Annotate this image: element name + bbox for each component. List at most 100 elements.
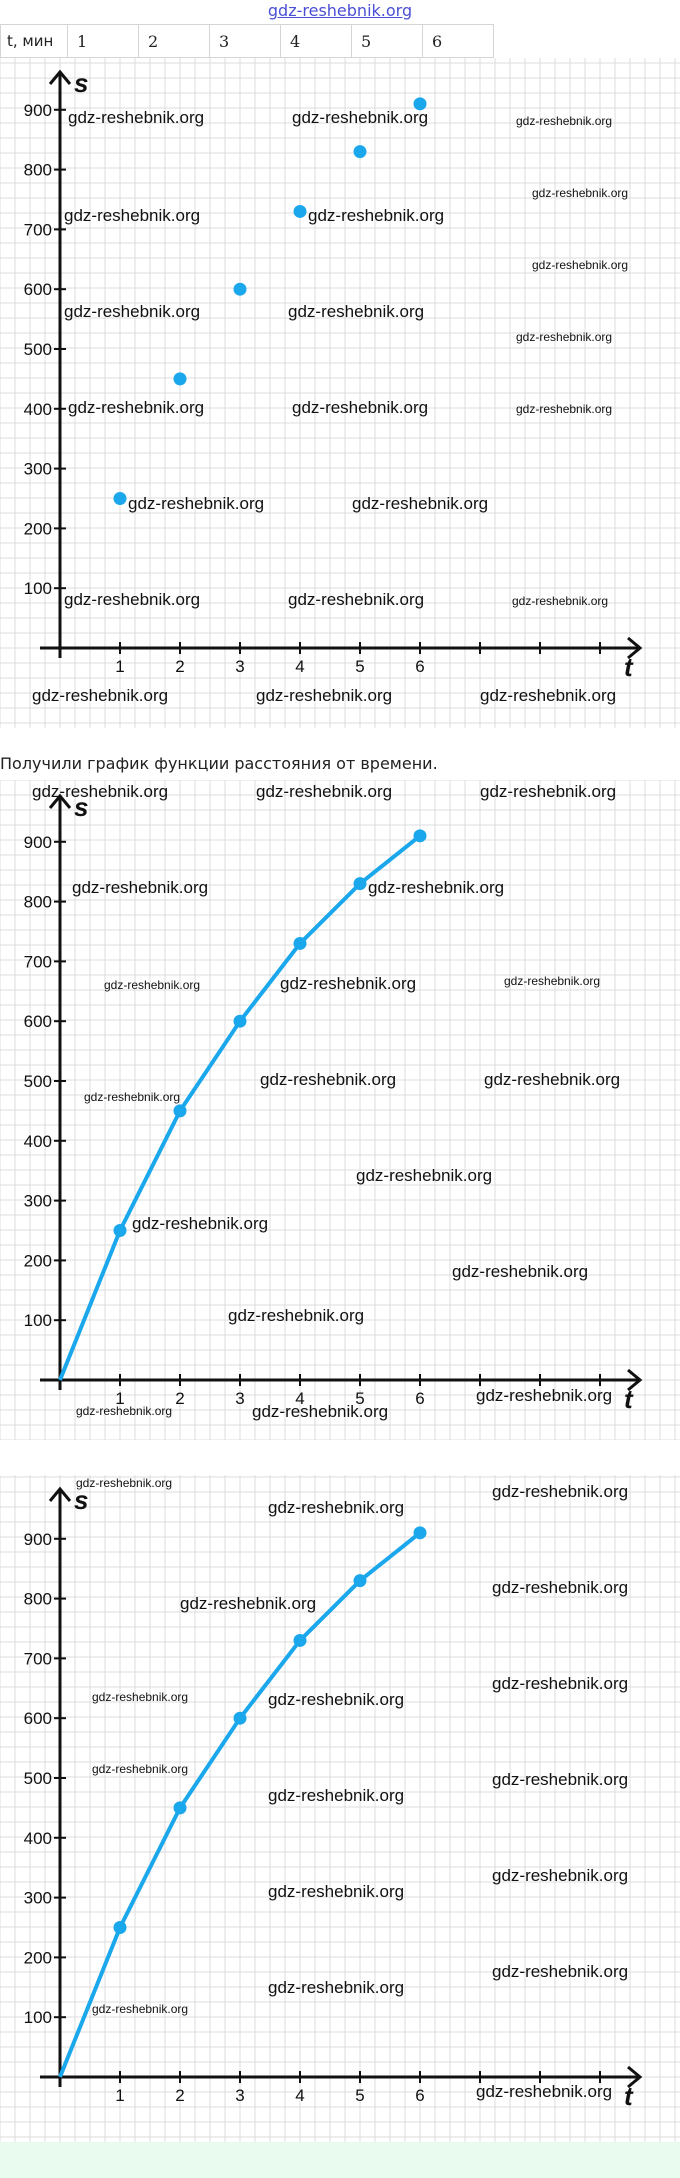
line-chart-2: 1 2 3 4 5 6 100 200 300 400 500 600 700 800 900 t s — [0, 1475, 680, 2145]
watermark-text: gdz-reshebnik.org — [72, 878, 209, 897]
data-point — [413, 97, 427, 111]
x-axis-label: t — [624, 652, 634, 682]
x-tick-label: 6 — [415, 1389, 424, 1408]
y-tick-label: 600 — [24, 1709, 52, 1728]
y-tick-label: 300 — [24, 1192, 52, 1211]
data-point — [413, 829, 427, 843]
watermark-text: gdz-reshebnik.org — [64, 590, 201, 609]
x-tick-label: 1 — [115, 1389, 124, 1408]
x-tick-label: 2 — [175, 657, 184, 676]
y-axis-label: s — [74, 792, 88, 822]
watermark-text: gdz-reshebnik.org — [32, 782, 169, 801]
values-table: t, мин 1 2 3 4 5 6 — [0, 24, 494, 58]
scatter-chart: 1 2 3 4 5 6 100 200 300 400 500 600 700 800 900 t s — [0, 58, 680, 728]
x-axis-label: t — [624, 2081, 634, 2111]
watermark-text: gdz-reshebnik.org — [516, 402, 613, 416]
data-point — [233, 1014, 247, 1028]
x-tick-label: 1 — [115, 657, 124, 676]
y-tick-label: 100 — [24, 1311, 52, 1330]
watermark-text: gdz-reshebnik.org — [268, 1498, 405, 1517]
y-tick-label: 100 — [24, 2008, 52, 2027]
watermark-text: gdz-reshebnik.org — [268, 1690, 405, 1709]
x-tick-label: 3 — [235, 2086, 244, 2105]
data-point — [113, 1224, 127, 1237]
watermark-text: gdz-reshebnik.org — [252, 1402, 389, 1421]
table-cell: 1 — [67, 24, 139, 58]
data-point — [353, 877, 367, 891]
y-tick-label: 300 — [24, 460, 52, 479]
watermark-text: gdz-reshebnik.org — [76, 1476, 173, 1490]
x-axis-arrow — [627, 636, 643, 660]
table-header-cell: t, мин — [0, 24, 68, 58]
y-tick-label: 400 — [24, 400, 52, 419]
table-cell: 3 — [209, 24, 281, 58]
y-tick-label: 900 — [24, 1530, 52, 1549]
data-point — [173, 1801, 187, 1815]
watermark-text: gdz-reshebnik.org — [132, 1214, 269, 1233]
watermark-text: gdz-reshebnik.org — [492, 1866, 629, 1885]
watermark-text: gdz-reshebnik.org — [352, 494, 489, 513]
watermark-text: gdz-reshebnik.org — [76, 1404, 173, 1418]
x-tick-label: 2 — [175, 2086, 184, 2105]
watermark-text: gdz-reshebnik.org — [256, 686, 393, 705]
watermark-text: gdz-reshebnik.org — [92, 2002, 189, 2016]
watermark-text: gdz-reshebnik.org — [516, 114, 613, 128]
watermark-text: gdz-reshebnik.org — [452, 1262, 589, 1281]
x-tick-label: 4 — [295, 1389, 304, 1408]
y-tick-label: 700 — [24, 1649, 52, 1668]
watermark-text: gdz-reshebnik.org — [492, 1482, 629, 1501]
data-point — [293, 936, 307, 950]
x-axis-label: t — [624, 1384, 634, 1414]
y-axis-arrow — [48, 793, 72, 809]
table-cell: 5 — [351, 24, 423, 58]
y-axis-arrow — [48, 1486, 72, 1502]
watermark-text: gdz-reshebnik.org — [180, 1594, 317, 1613]
y-tick-label: 900 — [24, 101, 52, 120]
watermark-text: gdz-reshebnik.org — [68, 398, 205, 417]
watermark-text: gdz-reshebnik.org — [92, 1690, 189, 1704]
grid — [0, 1475, 680, 2145]
watermark-text: gdz-reshebnik.org — [260, 1070, 397, 1089]
caption-text: Получили график функции расстояния от вр… — [0, 754, 438, 773]
x-tick-label: 3 — [235, 1389, 244, 1408]
data-point — [233, 1711, 247, 1725]
watermark-text: gdz-reshebnik.org — [512, 594, 609, 608]
x-tick-label: 1 — [115, 2086, 124, 2105]
x-tick-label: 2 — [175, 1389, 184, 1408]
y-tick-label: 500 — [24, 1769, 52, 1788]
x-axis-arrow — [627, 2065, 643, 2089]
y-tick-label: 100 — [24, 579, 52, 598]
y-tick-label: 700 — [24, 220, 52, 239]
y-tick-label: 400 — [24, 1829, 52, 1848]
watermark-text: gdz-reshebnik.org — [532, 258, 629, 272]
site-link[interactable]: gdz-reshebnik.org — [267, 1, 413, 20]
table-cell: 6 — [422, 24, 494, 58]
y-tick-label: 200 — [24, 519, 52, 538]
x-tick-label: 5 — [355, 2086, 364, 2105]
y-axis-label: s — [74, 1485, 88, 1515]
data-point — [113, 1921, 127, 1934]
grid — [0, 58, 680, 728]
watermark-text: gdz-reshebnik.org — [292, 398, 429, 417]
watermark-text: gdz-reshebnik.org — [532, 186, 629, 200]
watermark-text: gdz-reshebnik.org — [84, 1090, 181, 1104]
table-row: t, мин 1 2 3 4 5 6 — [0, 24, 494, 58]
watermark-text: gdz-reshebnik.org — [476, 2082, 613, 2101]
y-tick-label: 800 — [24, 1590, 52, 1609]
y-tick-label: 900 — [24, 833, 52, 852]
watermark-text: gdz-reshebnik.org — [516, 330, 613, 344]
watermark-text: gdz-reshebnik.org — [128, 494, 265, 513]
table-cell: 4 — [280, 24, 352, 58]
watermark-text: gdz-reshebnik.org — [64, 206, 201, 225]
grid — [0, 780, 680, 1440]
y-tick-label: 200 — [24, 1948, 52, 1967]
watermark-text: gdz-reshebnik.org — [288, 302, 425, 321]
y-axis-label: s — [74, 68, 88, 98]
watermark-text: gdz-reshebnik.org — [484, 1070, 621, 1089]
watermark-text: gdz-reshebnik.org — [308, 206, 445, 225]
watermark-text: gdz-reshebnik.org — [68, 108, 205, 127]
watermark-text: gdz-reshebnik.org — [228, 1306, 365, 1325]
watermark-text: gdz-reshebnik.org — [268, 1786, 405, 1805]
data-point — [173, 372, 187, 386]
watermark-text: gdz-reshebnik.org — [268, 1882, 405, 1901]
